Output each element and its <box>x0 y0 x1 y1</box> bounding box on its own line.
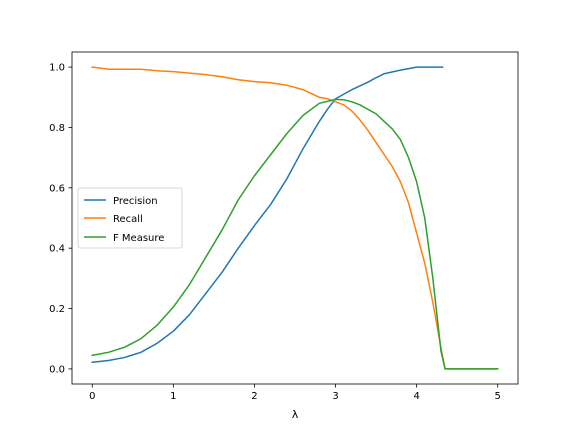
legend: Precision Recall F Measure <box>77 187 183 249</box>
x-tick-label: 1 <box>170 391 176 402</box>
y-axis: 0.0 0.2 0.4 0.6 0.8 1.0 <box>49 63 72 375</box>
x-axis-label: λ <box>292 408 299 421</box>
series-line-precision <box>91 66 444 364</box>
y-tick-label: 0.0 <box>49 364 65 375</box>
x-tick-label: 5 <box>495 391 501 402</box>
plot-area-frame <box>71 51 519 385</box>
y-tick-label: 0.4 <box>49 244 65 255</box>
legend-label-recall: Recall <box>113 214 143 225</box>
x-tick-label: 0 <box>89 391 95 402</box>
y-tick-label: 0.6 <box>49 183 65 194</box>
x-tick-label: 3 <box>332 391 338 402</box>
legend-label-f-measure: F Measure <box>113 233 164 244</box>
plot-series-group <box>91 66 499 370</box>
y-tick-label: 0.8 <box>49 123 65 134</box>
legend-label-precision: Precision <box>113 196 158 207</box>
x-axis: 0 1 2 3 4 5 <box>89 384 501 402</box>
x-tick-label: 2 <box>251 391 257 402</box>
series-line-f-measure <box>91 98 499 370</box>
y-tick-label: 1.0 <box>49 63 65 74</box>
y-tick-label: 0.2 <box>49 304 65 315</box>
x-tick-label: 4 <box>413 391 419 402</box>
legend-frame <box>77 187 183 249</box>
